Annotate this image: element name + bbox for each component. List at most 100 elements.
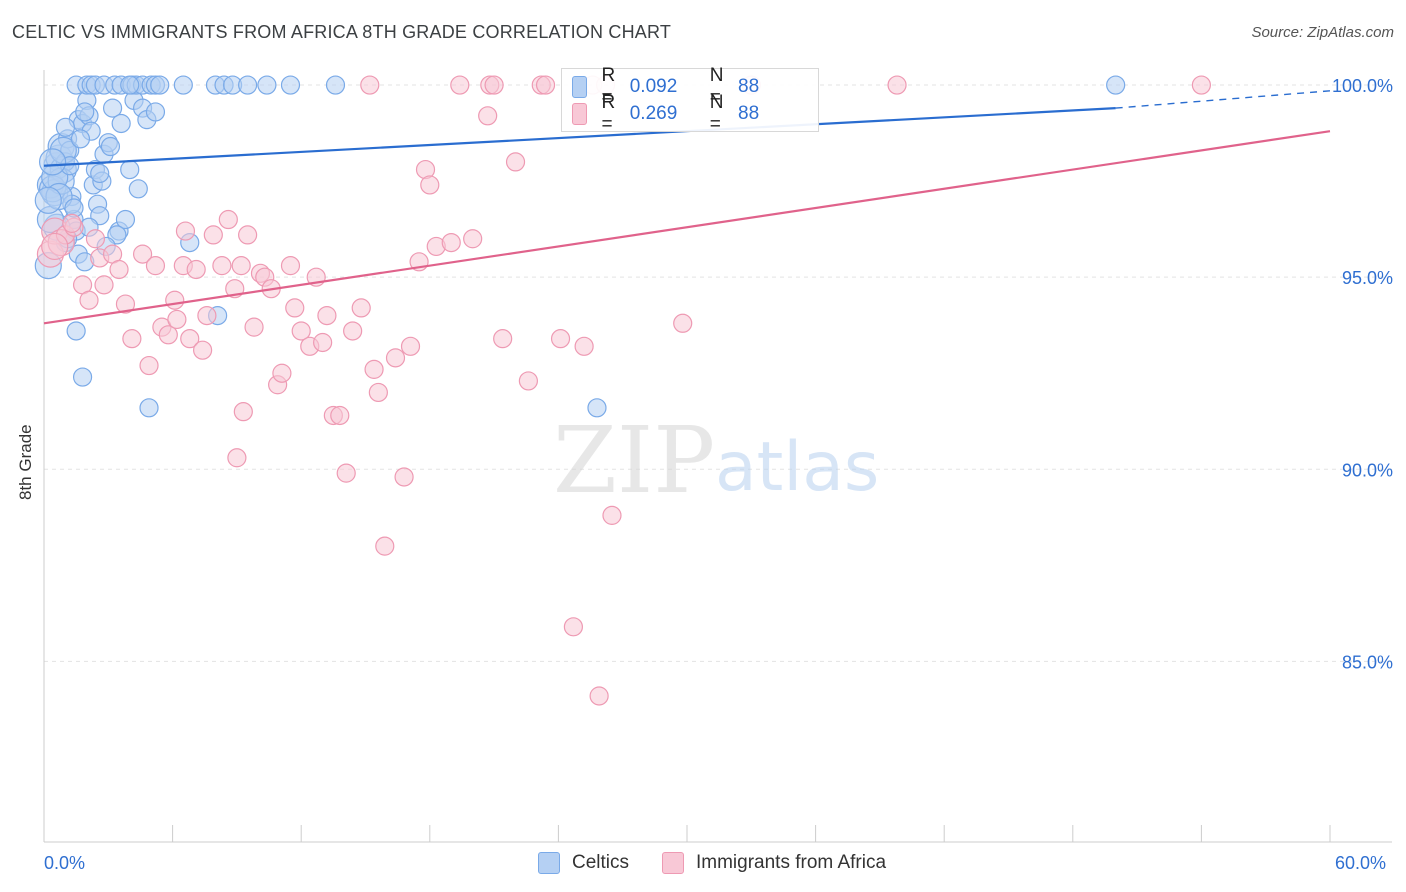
point-immigrants-africa [450, 75, 470, 95]
point-celtics [120, 159, 140, 180]
legend-n-value-africa: 88 [738, 103, 760, 124]
point-celtics [111, 113, 131, 134]
point-immigrants-africa [85, 229, 106, 249]
point-celtics [55, 117, 76, 137]
legend-swatch-celtics [572, 76, 588, 98]
legend-r-key: R = [601, 65, 616, 108]
legend-box: R = 0.092 N = 88 R = 0.269 N = 88 [561, 65, 819, 135]
y-tick-label: 100.0% [1332, 76, 1393, 96]
trend-line-celtics [43, 107, 1116, 167]
y-tick-label: 90.0% [1342, 460, 1393, 480]
point-immigrants-africa [62, 213, 82, 233]
legend-swatch-africa [572, 103, 588, 125]
point-immigrants-africa [167, 309, 187, 330]
point-immigrants-africa [343, 321, 363, 341]
legend-n-value-celtics: 88 [738, 76, 760, 97]
point-immigrants-africa [493, 329, 513, 349]
bottom-legend-celtics: Celtics [538, 852, 629, 874]
bottom-legend-swatch-africa [662, 852, 684, 874]
point-immigrants-africa [602, 505, 622, 525]
point-celtics [257, 75, 277, 95]
point-immigrants-africa [109, 259, 129, 280]
point-immigrants-africa [351, 298, 371, 318]
point-immigrants-africa [197, 305, 217, 326]
point-immigrants-africa [41, 232, 69, 261]
point-immigrants-africa [193, 340, 213, 360]
point-immigrants-africa [400, 336, 421, 356]
point-immigrants-africa [505, 152, 526, 172]
point-immigrants-africa [313, 332, 333, 353]
point-celtics [38, 148, 67, 176]
point-celtics [115, 209, 136, 230]
point-immigrants-africa [368, 382, 388, 403]
point-immigrants-africa [145, 256, 166, 276]
source-label: Source: ZipAtlas.com [1251, 24, 1394, 41]
bottom-legend-label-africa: Immigrants from Africa [696, 852, 887, 873]
point-immigrants-africa [212, 256, 232, 276]
x-tick-label-min: 0.0% [44, 853, 86, 873]
point-celtics [325, 75, 346, 95]
point-immigrants-africa [244, 317, 264, 337]
point-immigrants-africa [186, 259, 206, 280]
legend-r-value-africa: 0.269 [629, 103, 678, 124]
point-immigrants-africa [175, 221, 196, 241]
point-immigrants-africa [317, 305, 337, 326]
point-celtics [587, 398, 607, 418]
point-immigrants-africa [336, 463, 356, 483]
point-immigrants-africa [231, 256, 251, 276]
legend-n-key: N = [709, 92, 724, 135]
point-immigrants-africa [420, 175, 440, 195]
trend-layer [43, 90, 1331, 325]
point-immigrants-africa [79, 290, 99, 310]
point-celtics [120, 75, 140, 95]
point-celtics [173, 75, 193, 95]
chart-title: CELTIC VS IMMIGRANTS FROM AFRICA 8TH GRA… [12, 22, 672, 42]
bottom-legend-label-celtics: Celtics [572, 852, 630, 873]
point-celtics [66, 321, 86, 341]
point-immigrants-africa [238, 225, 258, 245]
point-immigrants-africa [94, 275, 114, 295]
point-immigrants-africa [535, 75, 556, 95]
point-celtics [150, 75, 170, 95]
watermark-zip: ZIP [553, 407, 715, 514]
point-immigrants-africa [272, 363, 292, 383]
legend-n-key: N = [709, 65, 724, 108]
trend-line-immigrants-africa [43, 130, 1331, 325]
point-immigrants-africa [394, 467, 414, 487]
point-celtics [34, 186, 62, 214]
legend-row-africa: R = 0.269 N = 88 [572, 92, 818, 135]
point-immigrants-africa [158, 325, 178, 345]
point-celtics [72, 367, 93, 387]
point-immigrants-africa [115, 294, 136, 314]
point-immigrants-africa [463, 229, 483, 249]
point-immigrants-africa [285, 298, 305, 318]
point-celtics [145, 102, 166, 122]
legend-r-value-celtics: 0.092 [629, 76, 678, 97]
point-immigrants-africa [330, 405, 350, 426]
point-immigrants-africa [203, 225, 223, 245]
point-immigrants-africa [574, 336, 594, 356]
legend-row-celtics: R = 0.092 N = 88 [572, 65, 818, 108]
point-immigrants-africa [180, 329, 200, 349]
point-immigrants-africa [673, 313, 693, 333]
point-immigrants-africa [364, 359, 384, 379]
point-immigrants-africa [1191, 75, 1212, 95]
point-immigrants-africa [518, 371, 538, 391]
point-celtics [100, 136, 121, 157]
y-tick-label: 95.0% [1342, 268, 1393, 288]
point-celtics [139, 398, 159, 418]
point-celtics [280, 75, 301, 95]
grid-layer [44, 84, 1392, 662]
y-tick-label: 85.0% [1342, 652, 1393, 672]
point-immigrants-africa [280, 256, 301, 276]
point-celtics [90, 163, 110, 184]
point-celtics [75, 102, 95, 122]
point-immigrants-africa [165, 290, 185, 310]
point-immigrants-africa [291, 321, 311, 341]
point-immigrants-africa [385, 348, 406, 368]
watermark: ZIP atlas [553, 407, 879, 514]
point-immigrants-africa [227, 448, 247, 468]
trend-line-celtics-extension [1115, 90, 1331, 109]
point-immigrants-africa [360, 75, 380, 95]
